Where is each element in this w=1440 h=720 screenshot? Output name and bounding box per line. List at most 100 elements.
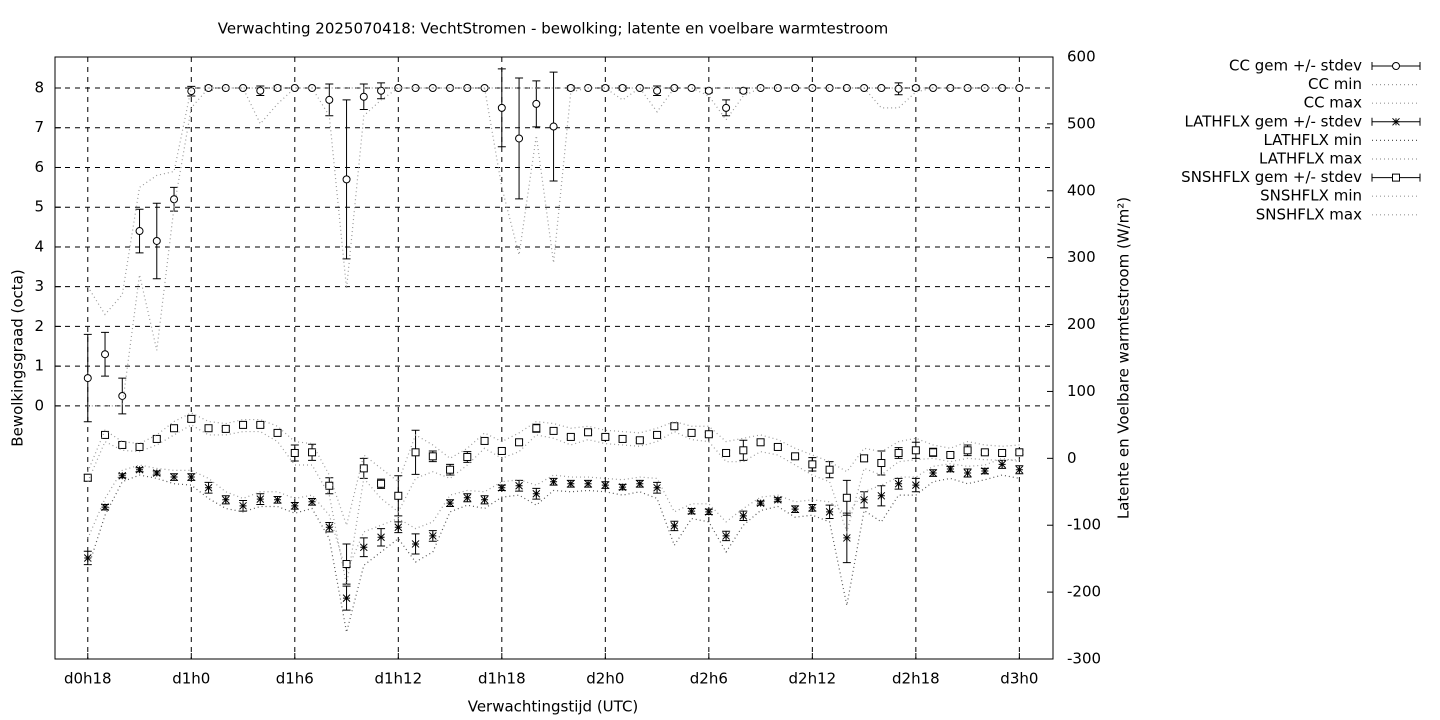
plot-frame <box>54 56 1054 660</box>
marker <box>981 467 989 475</box>
marker <box>635 436 644 445</box>
marker <box>497 103 506 112</box>
marker <box>566 83 575 92</box>
marker <box>842 493 851 502</box>
marker <box>152 236 161 245</box>
marker <box>963 446 972 455</box>
marker <box>394 491 403 500</box>
legend-label: SNSHFLX gem +/- stdev <box>1181 168 1362 186</box>
marker <box>773 495 782 504</box>
x-tick-label: d1h0 <box>172 670 210 688</box>
marker <box>187 414 196 423</box>
marker <box>256 86 265 95</box>
marker <box>687 83 696 92</box>
marker <box>584 428 593 437</box>
marker <box>359 543 368 552</box>
legend-label: CC max <box>1304 94 1363 112</box>
marker <box>187 87 196 96</box>
marker <box>118 440 127 449</box>
marker <box>308 448 317 457</box>
marker <box>842 83 851 92</box>
marker <box>411 540 420 548</box>
y-tick-label: 1 <box>34 357 44 375</box>
marker <box>998 448 1007 457</box>
marker <box>325 481 334 490</box>
marker <box>911 446 920 455</box>
marker <box>998 460 1006 469</box>
x-tick-label: d1h6 <box>276 670 314 688</box>
marker <box>687 507 696 516</box>
marker <box>204 483 213 492</box>
marker <box>497 483 506 492</box>
y2-tick-label: 0 <box>1067 449 1077 467</box>
legend-marker <box>1392 173 1400 182</box>
marker <box>273 83 282 92</box>
y-tick-label: 8 <box>34 78 44 96</box>
y-tick-label: 4 <box>34 237 44 255</box>
legend-label: CC min <box>1308 75 1362 93</box>
marker <box>791 452 800 461</box>
marker <box>842 534 851 542</box>
marker <box>118 471 127 480</box>
y-tick-label: 2 <box>34 317 44 335</box>
marker <box>773 442 782 451</box>
marker <box>687 428 696 437</box>
marker <box>273 495 282 504</box>
chart-title: Verwachting 2025070418: VechtStromen - b… <box>218 20 889 38</box>
y2-tick-label: -300 <box>1067 650 1101 668</box>
marker <box>808 503 817 512</box>
marker <box>739 512 748 520</box>
marker <box>428 532 437 540</box>
marker <box>170 473 178 481</box>
marker <box>221 495 230 504</box>
legend-label: LATHFLX gem +/- stdev <box>1184 112 1362 130</box>
marker <box>394 523 403 532</box>
marker <box>618 434 627 443</box>
marker <box>204 424 213 433</box>
marker <box>946 450 955 459</box>
x-tick-label: d1h12 <box>374 670 422 688</box>
marker <box>532 489 541 498</box>
marker <box>670 422 679 431</box>
marker <box>653 483 661 492</box>
marker <box>791 505 799 514</box>
y2-tick-label: 500 <box>1067 114 1096 132</box>
marker <box>135 442 144 451</box>
marker <box>549 122 558 131</box>
marker <box>601 481 610 489</box>
legend-marker <box>1392 62 1400 70</box>
marker <box>601 432 610 441</box>
min-max-line <box>87 87 1020 316</box>
legend-label: SNSHFLX max <box>1256 205 1362 223</box>
marker <box>359 464 368 473</box>
marker <box>428 452 437 461</box>
x-tick-label: d2h6 <box>690 670 728 688</box>
x-tick-label: d1h18 <box>478 670 526 688</box>
marker <box>946 83 955 92</box>
min-max-line <box>87 474 1020 633</box>
marker <box>515 134 524 143</box>
marker <box>83 554 92 562</box>
marker <box>377 533 385 542</box>
marker <box>152 434 161 443</box>
marker <box>135 465 144 474</box>
marker <box>187 473 196 481</box>
marker <box>825 507 834 516</box>
marker <box>739 446 748 455</box>
marker <box>256 495 265 503</box>
marker <box>239 501 247 510</box>
legend-label: LATHFLX min <box>1263 131 1362 149</box>
marker <box>791 83 800 92</box>
marker <box>894 479 903 488</box>
x-tick-label: d2h18 <box>892 670 940 688</box>
marker <box>515 481 523 490</box>
marker <box>825 465 834 474</box>
marker <box>170 195 179 204</box>
marker <box>325 523 334 532</box>
marker <box>653 86 662 95</box>
marker <box>860 495 868 504</box>
marker <box>894 448 903 457</box>
marker <box>221 424 230 433</box>
marker <box>428 83 437 92</box>
